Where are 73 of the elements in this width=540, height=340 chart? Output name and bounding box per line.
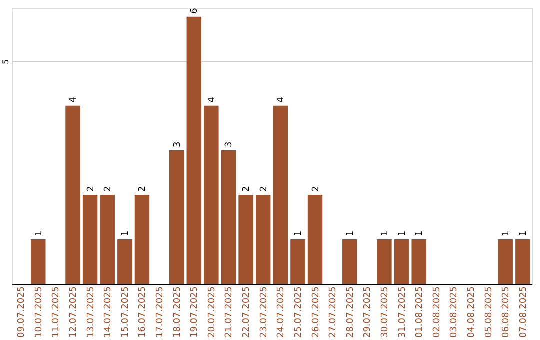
- data-label: 1: [518, 230, 529, 236]
- x-tick-label: 06.08.2025: [502, 286, 512, 338]
- data-label: 2: [311, 186, 322, 192]
- x-tick-label: 23.07.2025: [259, 286, 270, 338]
- bar: [238, 194, 254, 284]
- x-tick-label: 25.07.2025: [294, 286, 304, 338]
- data-label: 3: [224, 142, 235, 148]
- bar: [134, 194, 150, 284]
- bar: [82, 194, 98, 284]
- x-tick-label: 24.07.2025: [276, 286, 287, 338]
- data-label: 2: [104, 186, 114, 192]
- bar: [256, 194, 271, 284]
- bar: [516, 239, 530, 284]
- bar: [66, 106, 80, 284]
- data-label: 2: [138, 186, 148, 192]
- data-label: 2: [242, 186, 252, 192]
- x-tick-label: 14.07.2025: [104, 286, 114, 338]
- data-label: 6: [190, 8, 200, 14]
- x-tick-label: 09.07.2025: [17, 286, 28, 338]
- bar: [394, 239, 410, 284]
- data-label: 1: [502, 230, 512, 236]
- data-label: 1: [294, 230, 304, 236]
- x-tick-label: 12.07.2025: [69, 286, 79, 338]
- bar: [290, 239, 306, 284]
- data-label: 1: [34, 230, 44, 236]
- bar: [308, 194, 323, 284]
- x-tick-label: 18.07.2025: [172, 286, 183, 338]
- bar: [221, 150, 236, 284]
- x-tick-label: 15.07.2025: [120, 286, 131, 338]
- x-tick-label: 29.07.2025: [363, 286, 374, 338]
- x-tick-label: 19.07.2025: [190, 286, 200, 338]
- data-label: 2: [86, 186, 96, 192]
- bar: [100, 194, 115, 284]
- bar: [118, 239, 132, 284]
- x-tick-label: 26.07.2025: [311, 286, 322, 338]
- bar: [204, 106, 219, 284]
- bar: [169, 150, 184, 284]
- x-tick-label: 05.08.2025: [484, 286, 494, 338]
- bar: [31, 239, 46, 284]
- x-tick-label: 03.08.2025: [450, 286, 460, 338]
- data-label: 2: [259, 186, 270, 192]
- x-tick-label: 21.07.2025: [224, 286, 235, 338]
- x-tick-label: 27.07.2025: [328, 286, 339, 338]
- data-label: 4: [276, 96, 287, 103]
- x-tick-label: 13.07.2025: [86, 286, 96, 338]
- bar: [498, 239, 513, 284]
- data-label: 1: [120, 230, 131, 236]
- x-tick-label: 28.07.2025: [346, 286, 356, 338]
- x-tick-label: 22.07.2025: [242, 286, 252, 338]
- data-label: 1: [346, 230, 356, 236]
- data-label: 1: [415, 230, 426, 236]
- x-tick-label: 30.07.2025: [380, 286, 390, 338]
- bar: [412, 239, 426, 284]
- x-tick-label: 04.08.2025: [467, 286, 477, 338]
- x-tick-label: 07.08.2025: [518, 286, 529, 338]
- x-tick-label: 10.07.2025: [34, 286, 44, 338]
- x-tick-label: 02.08.2025: [432, 286, 442, 338]
- data-label: 1: [380, 230, 390, 236]
- data-label: 3: [172, 142, 183, 148]
- data-label: 4: [207, 96, 218, 103]
- x-tick-label: 31.07.2025: [398, 286, 408, 338]
- x-tick-label: 01.08.2025: [415, 286, 426, 338]
- bar: [342, 239, 358, 284]
- bar: [377, 239, 392, 284]
- bar: [186, 16, 202, 284]
- data-label: 4: [69, 96, 79, 103]
- data-label: 1: [398, 230, 408, 236]
- x-tick-label: 20.07.2025: [207, 286, 218, 338]
- x-tick-label: 17.07.2025: [156, 286, 166, 338]
- y-tick-label: 5: [2, 59, 10, 64]
- x-tick-label: 11.07.2025: [52, 286, 62, 338]
- bar: [273, 106, 288, 284]
- x-tick-label: 16.07.2025: [138, 286, 148, 338]
